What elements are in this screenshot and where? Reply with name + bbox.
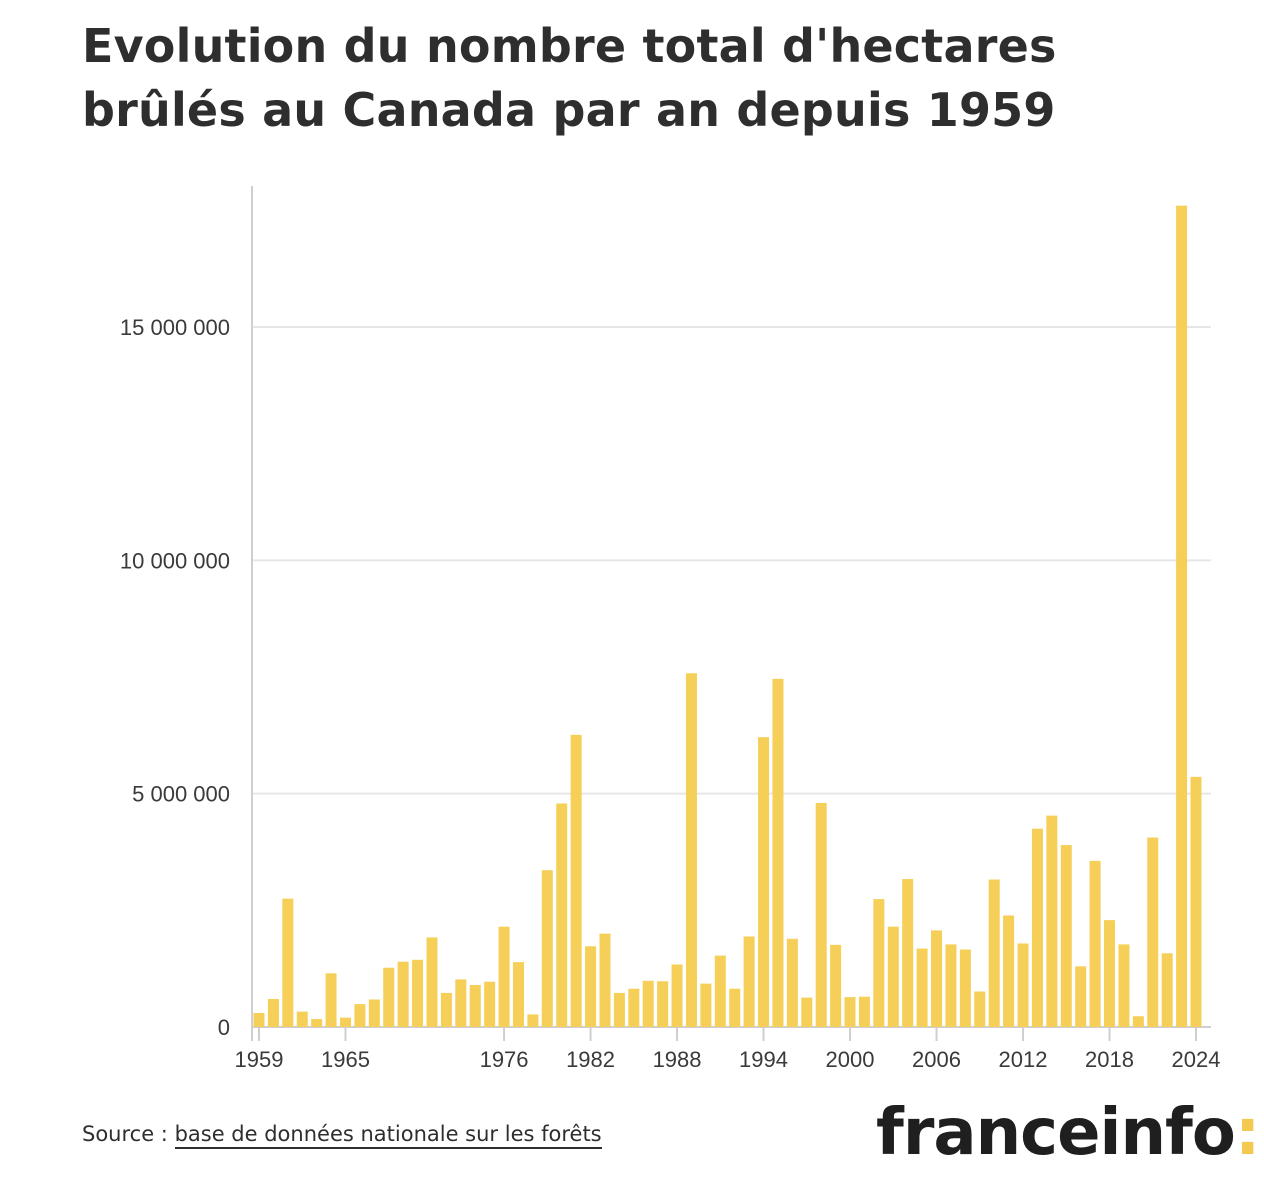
- bar-2002: [873, 899, 885, 1027]
- x-tick-label: 2024: [1172, 1047, 1221, 1072]
- y-tick-label: 15 000 000: [120, 315, 230, 340]
- bar-2003: [887, 926, 899, 1027]
- bar-1978: [527, 1014, 539, 1027]
- x-tick-label: 1994: [739, 1047, 788, 1072]
- bar-1971: [426, 937, 438, 1027]
- x-tick-label: 1965: [321, 1047, 370, 1072]
- x-tick-label: 1959: [235, 1047, 284, 1072]
- bar-1974: [469, 985, 481, 1027]
- x-tick-label: 1976: [480, 1047, 529, 1072]
- bar-chart: 0 5 000 000 10 000 000 15 000 000 1959 1965 19…: [120, 186, 1221, 1072]
- bar-2017: [1089, 860, 1101, 1027]
- bar-1970: [412, 959, 424, 1027]
- bar-2014: [1046, 815, 1058, 1027]
- bar-1989: [685, 673, 697, 1027]
- bar-1959: [253, 1013, 265, 1027]
- x-tick-label: 2012: [999, 1047, 1048, 1072]
- bar-2023: [1176, 205, 1188, 1027]
- bar-2019: [1118, 944, 1130, 1027]
- bar-1973: [455, 979, 467, 1027]
- logo-text: franceinfo: [876, 1096, 1236, 1170]
- bar-1991: [714, 955, 726, 1027]
- bar-2001: [858, 996, 870, 1027]
- bar-1966: [354, 1004, 366, 1027]
- bar-1977: [512, 962, 524, 1027]
- bar-1969: [397, 961, 409, 1027]
- x-tick-label: 1988: [653, 1047, 702, 1072]
- bar-2013: [1031, 828, 1043, 1027]
- bar-1994: [758, 737, 770, 1027]
- bar-1984: [613, 992, 625, 1027]
- bar-1992: [729, 988, 741, 1027]
- bar-1996: [786, 938, 798, 1027]
- bar-2010: [988, 879, 1000, 1027]
- bar-2008: [959, 949, 971, 1027]
- bar-2004: [902, 879, 914, 1027]
- bar-2005: [916, 948, 928, 1027]
- bar-1985: [628, 988, 640, 1027]
- bar-2021: [1147, 837, 1159, 1027]
- bar-2012: [1017, 943, 1029, 1027]
- bar-layer: [253, 205, 1202, 1027]
- bar-2015: [1060, 845, 1072, 1027]
- bar-2009: [974, 991, 986, 1027]
- bar-1982: [585, 946, 597, 1027]
- source-note: Source : base de données nationale sur l…: [82, 1122, 602, 1149]
- axis-layer: 0 5 000 000 10 000 000 15 000 000 1959 1965 19…: [120, 186, 1221, 1072]
- x-tick-label: 2018: [1085, 1047, 1134, 1072]
- franceinfo-logo: franceinfo:: [876, 1093, 1261, 1173]
- bar-1979: [541, 870, 553, 1027]
- bar-1960: [267, 999, 279, 1027]
- bar-1963: [311, 1019, 323, 1027]
- bar-2020: [1132, 1016, 1144, 1027]
- logo-colon: :: [1234, 1096, 1261, 1170]
- bar-2006: [931, 930, 943, 1027]
- bar-1999: [830, 944, 842, 1027]
- bar-2018: [1104, 920, 1116, 1027]
- bar-1964: [325, 973, 337, 1027]
- bar-2016: [1075, 966, 1087, 1027]
- y-tick-label: 10 000 000: [120, 548, 230, 573]
- bar-1961: [282, 898, 294, 1027]
- source-prefix: Source :: [82, 1122, 175, 1146]
- bar-1987: [657, 981, 669, 1027]
- y-tick-label: 0: [218, 1015, 230, 1040]
- x-tick-label: 1982: [566, 1047, 615, 1072]
- y-tick-label: 5 000 000: [132, 782, 230, 807]
- source-link[interactable]: base de données nationale sur les forêts: [174, 1122, 602, 1149]
- bar-1980: [556, 803, 568, 1027]
- bar-1981: [570, 734, 582, 1027]
- bar-1972: [440, 992, 452, 1027]
- bar-1997: [801, 997, 813, 1027]
- bar-1988: [671, 964, 683, 1027]
- bar-1967: [368, 999, 380, 1027]
- bar-2011: [1003, 915, 1015, 1027]
- bar-1993: [743, 936, 755, 1027]
- bar-2007: [945, 944, 957, 1027]
- bar-1968: [383, 967, 395, 1027]
- bar-1975: [484, 981, 496, 1027]
- x-tick-label: 2006: [912, 1047, 961, 1072]
- bar-1962: [296, 1011, 308, 1027]
- bar-1983: [599, 933, 611, 1027]
- bar-1995: [772, 678, 784, 1027]
- bar-1965: [339, 1017, 351, 1027]
- bar-1990: [700, 983, 712, 1027]
- page-title: Evolution du nombre total d'hectares brû…: [82, 19, 1057, 137]
- bar-1976: [498, 926, 510, 1027]
- bar-2024: [1190, 776, 1202, 1027]
- bar-1986: [642, 980, 654, 1027]
- x-tick-label: 2000: [826, 1047, 875, 1072]
- bar-2000: [844, 997, 856, 1027]
- bar-2022: [1161, 953, 1173, 1027]
- bar-1998: [815, 803, 827, 1027]
